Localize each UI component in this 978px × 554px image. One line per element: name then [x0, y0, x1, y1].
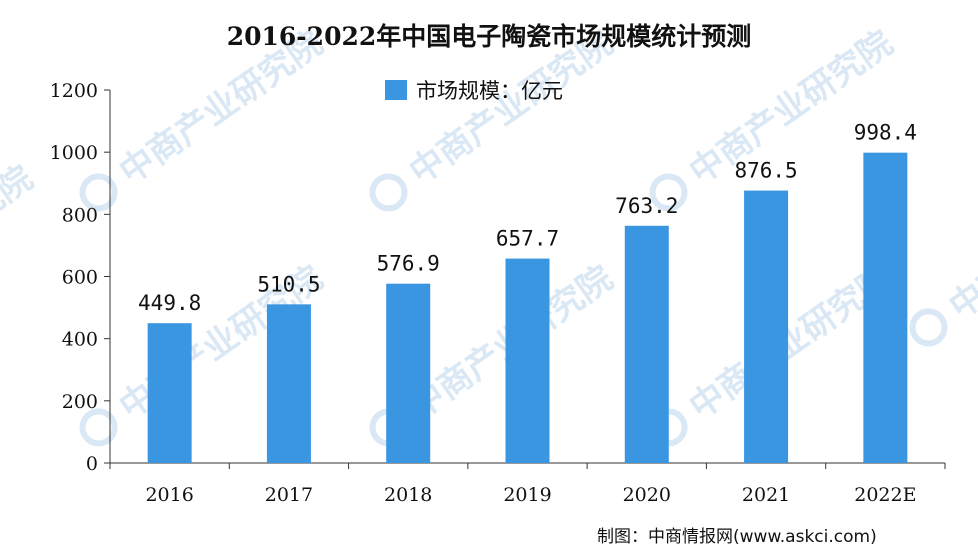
bar	[624, 225, 669, 463]
watermark-logo-icon	[649, 173, 688, 212]
legend: 市场规模：亿元	[385, 79, 563, 103]
data-labels: 449.8 510.5 576.9 657.7 763.2 876.5 998.4	[138, 121, 917, 316]
legend-swatch	[385, 80, 407, 100]
y-tick-label: 800	[62, 204, 98, 226]
watermark-logo-icon	[79, 173, 118, 212]
watermark-logo-icon	[909, 308, 948, 347]
x-tick-label: 2020	[623, 484, 671, 506]
data-label: 657.7	[496, 227, 559, 251]
bar	[147, 323, 192, 463]
y-tick-label: 600	[62, 267, 98, 289]
watermark-text: 中商产业研究院	[942, 158, 978, 327]
watermark: 中商产业研究院	[79, 23, 330, 212]
bar	[744, 190, 789, 464]
x-tick-label: 2022E	[854, 484, 916, 506]
bar	[386, 283, 431, 463]
data-label: 510.5	[257, 272, 320, 296]
bar	[266, 304, 311, 463]
watermark-logo-icon	[79, 408, 118, 447]
axes: 0 200 400 600 800 1000 1200 2016 2017 2018 2019 202…	[50, 80, 946, 506]
watermark-logo-icon	[369, 173, 408, 212]
data-label: 876.5	[734, 159, 797, 183]
bar	[505, 258, 550, 463]
x-tick-label: 2017	[265, 484, 313, 506]
x-tick-label: 2019	[503, 484, 551, 506]
source-note: 制图：中商情报网(www.askci.com)	[597, 527, 877, 547]
y-tick-label: 200	[62, 391, 98, 413]
data-label: 576.9	[377, 252, 440, 276]
y-tick-label: 1000	[50, 142, 98, 164]
legend-label: 市场规模：亿元	[416, 79, 563, 103]
data-label: 763.2	[615, 194, 678, 218]
x-tick-label: 2016	[145, 484, 193, 506]
y-tick-label: 1200	[50, 80, 98, 102]
watermark-text: 中商产业研究院	[0, 158, 40, 327]
y-tick-label: 0	[86, 453, 98, 475]
bars	[147, 152, 908, 464]
x-tick-label: 2021	[742, 484, 790, 506]
watermark: 中商产业研究院	[0, 158, 40, 327]
x-tick-label: 2018	[384, 484, 432, 506]
watermark: 中商产业研究院	[909, 158, 978, 347]
data-label: 998.4	[854, 121, 917, 145]
chart-title: 2016-2022年中国电子陶瓷市场规模统计预测	[227, 22, 752, 51]
data-label: 449.8	[138, 291, 201, 315]
bar	[863, 152, 908, 463]
watermark: 中商产业研究院	[369, 23, 620, 212]
y-tick-label: 400	[62, 329, 98, 351]
